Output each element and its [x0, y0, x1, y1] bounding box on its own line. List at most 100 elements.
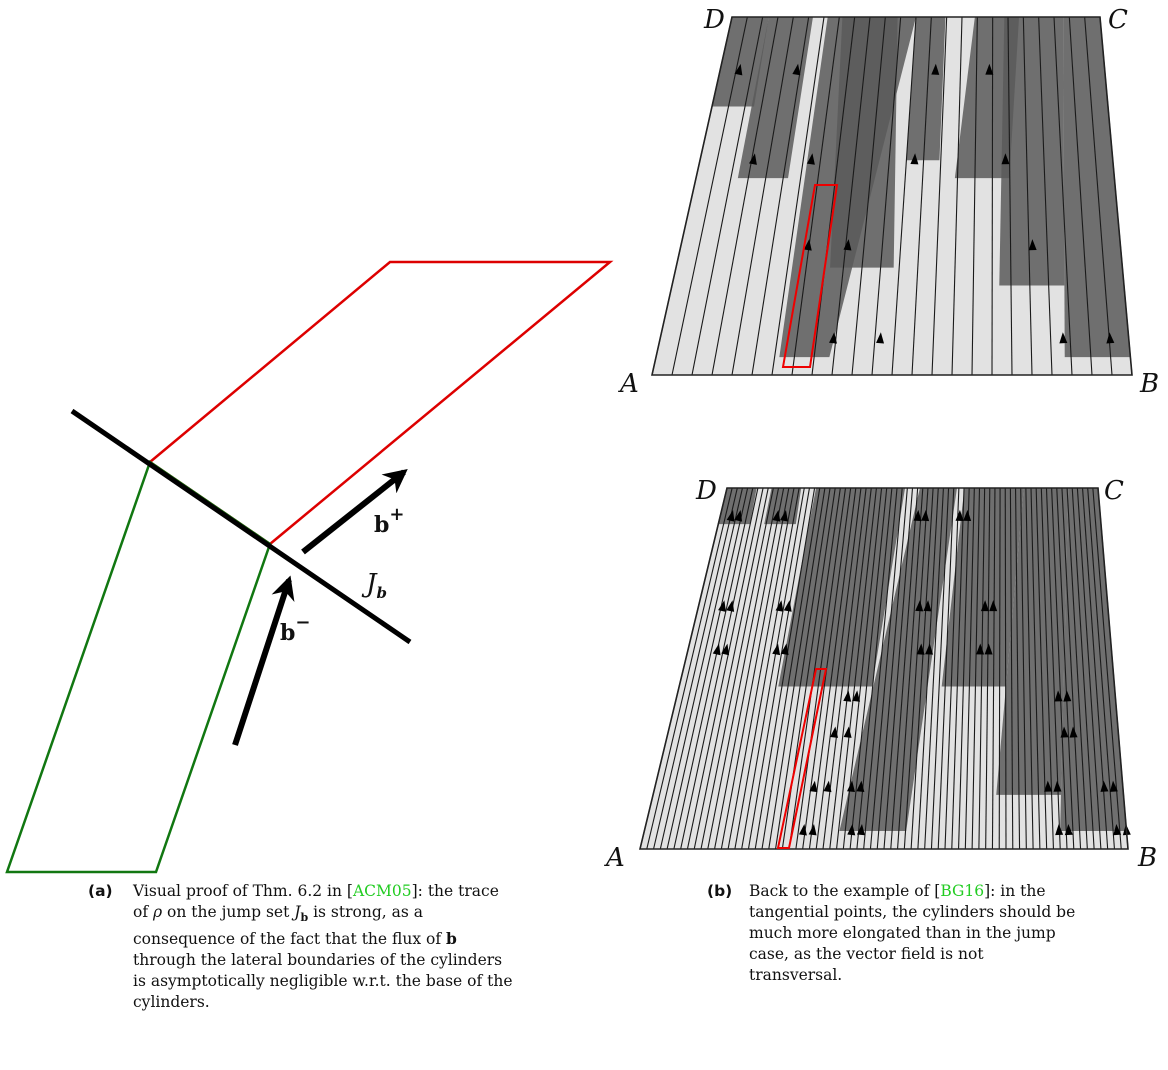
cite-bg16[interactable]: BG16 — [940, 882, 985, 900]
top-streamline-9 — [831, 16, 871, 376]
top-arrowhead-10 — [1028, 239, 1037, 251]
bottom-arrowhead-41 — [808, 824, 817, 836]
bottom-arrowhead-44 — [1055, 823, 1064, 836]
bottom-arrowhead-18 — [772, 643, 781, 656]
bottom-streamline-19 — [768, 487, 826, 850]
bottom-streamline-15 — [741, 487, 805, 850]
bottom-streamline-37 — [890, 487, 919, 850]
top-dark-band-6 — [999, 17, 1065, 286]
bottom-streamline-38 — [897, 487, 924, 850]
top-arrowhead-2 — [931, 63, 940, 75]
bottom-streamline-33 — [863, 487, 898, 850]
bottom-streamline-1 — [646, 487, 733, 850]
top-streamline-10 — [851, 16, 886, 376]
top-streamline-17 — [991, 16, 994, 376]
bottom-streamline-9 — [700, 487, 774, 850]
bottom-arrowhead-7 — [963, 509, 972, 521]
bottom-arrowhead-36 — [1044, 780, 1053, 792]
bottom-streamline-26 — [815, 487, 862, 850]
b-minus-label: b− — [280, 612, 310, 646]
corner-A-bottom: A — [604, 843, 625, 873]
panel-b-top: A B C D — [618, 5, 1159, 399]
bottom-streamline-67 — [1071, 487, 1095, 850]
bottom-arrowhead-23 — [984, 643, 993, 655]
jump-set-line — [70, 408, 412, 645]
bottom-streamline-41 — [917, 487, 939, 850]
bottom-arrowhead-14 — [980, 600, 989, 612]
caption-b: (b) Back to the example of [BG16]: in th… — [707, 882, 1076, 984]
bottom-streamline-57 — [1020, 487, 1027, 850]
bottom-streamline-31 — [849, 487, 888, 850]
bottom-streamline-61 — [1040, 487, 1054, 850]
bottom-streamline-65 — [1061, 487, 1082, 850]
bottom-streamline-3 — [659, 487, 743, 850]
bottom-streamline-55 — [1009, 487, 1014, 850]
top-dark-band-7 — [1063, 17, 1131, 358]
bottom-arrowhead-11 — [783, 600, 792, 612]
bottom-streamline-4 — [666, 487, 749, 850]
top-arrowhead-9 — [843, 239, 852, 251]
bottom-streamline-60 — [1035, 487, 1048, 850]
top-arrowhead-13 — [1059, 332, 1068, 344]
top-highlight-cylinder — [781, 184, 839, 368]
bottom-streamline-6 — [680, 487, 759, 850]
panel-a: b+ Jb b− — [5, 260, 614, 874]
top-arrowhead-1 — [792, 63, 801, 76]
bottom-arrowhead-6 — [955, 509, 964, 522]
top-streamline-15 — [951, 16, 963, 376]
bottom-arrowheads — [712, 509, 1131, 836]
bottom-arrowhead-1 — [734, 510, 743, 522]
top-streamline-11 — [871, 16, 902, 376]
bottom-streamline-42 — [924, 487, 944, 850]
corner-C-bottom: C — [1104, 476, 1124, 506]
bottom-streamline-20 — [775, 487, 831, 850]
bottom-streamline-63 — [1051, 487, 1068, 850]
cite-acm05[interactable]: ACM05 — [352, 882, 412, 900]
top-streamline-23 — [1084, 16, 1113, 376]
top-arrowheads — [734, 63, 1115, 344]
bottom-arrowhead-38 — [1100, 780, 1109, 792]
top-streamline-16 — [971, 16, 978, 376]
bottom-streamline-22 — [788, 487, 841, 850]
bottom-arrowhead-15 — [989, 600, 998, 612]
top-streamline-21 — [1053, 16, 1073, 376]
bottom-streamline-49 — [971, 487, 981, 850]
top-streamline-2 — [691, 16, 764, 376]
bottom-arrowhead-26 — [1054, 690, 1063, 702]
bottom-dark-band-5 — [996, 488, 1069, 795]
bottom-arrowhead-25 — [852, 690, 861, 702]
bottom-streamline-2 — [653, 487, 738, 850]
bottom-streamline-34 — [869, 487, 903, 850]
bottom-arrowhead-27 — [1063, 690, 1072, 702]
top-arrowhead-4 — [749, 153, 757, 165]
bottom-streamline-58 — [1025, 487, 1034, 850]
bottom-streamline-29 — [836, 487, 877, 850]
bottom-streamline-64 — [1056, 487, 1075, 850]
bottom-streamline-5 — [673, 487, 754, 850]
b-minus-arrow — [232, 575, 295, 746]
b-plus-label: b+ — [374, 504, 404, 538]
bottom-streamline-45 — [944, 487, 960, 850]
bottom-arrowhead-13 — [923, 600, 932, 612]
bottom-arrowhead-39 — [1109, 780, 1118, 792]
bottom-streamline-43 — [930, 487, 950, 850]
bottom-streamline-44 — [937, 487, 955, 850]
bottom-streamline-11 — [714, 487, 785, 850]
top-arrowhead-14 — [1106, 332, 1115, 344]
bottom-streamline-16 — [747, 487, 810, 850]
caption-a: (a) Visual proof of Thm. 6.2 in [ACM05]:… — [88, 882, 513, 1012]
bottom-arrowhead-29 — [843, 726, 852, 738]
bottom-arrowhead-2 — [772, 510, 781, 522]
bottom-arrowhead-21 — [925, 643, 934, 655]
top-arrowhead-8 — [803, 239, 812, 251]
bottom-streamline-28 — [829, 487, 872, 850]
bottom-arrowhead-19 — [780, 643, 789, 656]
top-streamline-13 — [911, 16, 932, 376]
bottom-streamline-36 — [883, 487, 914, 850]
top-dark-band-4 — [906, 17, 946, 161]
bottom-dark-band-6 — [1060, 488, 1127, 831]
bottom-streamline-35 — [876, 487, 908, 850]
bottom-arrowhead-10 — [775, 600, 784, 612]
bottom-streamline-59 — [1030, 487, 1041, 850]
